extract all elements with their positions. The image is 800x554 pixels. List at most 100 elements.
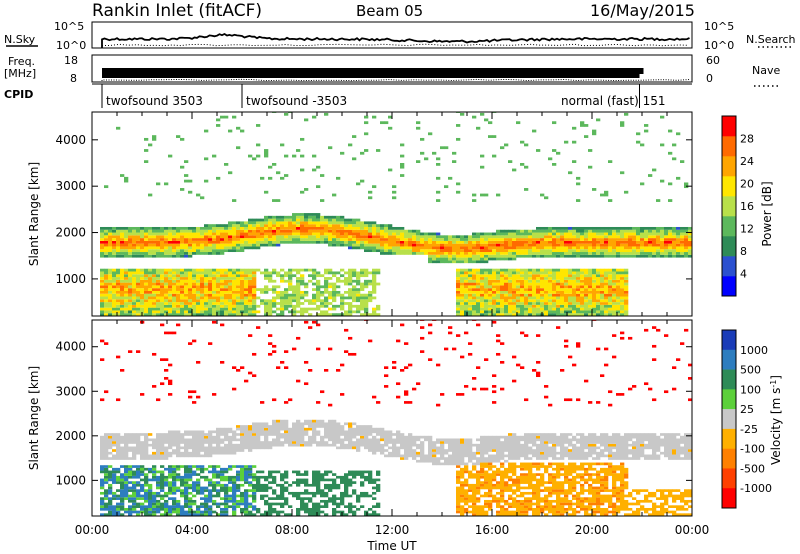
power-cell <box>344 277 349 286</box>
power-cell <box>352 157 357 161</box>
power-cell <box>156 249 161 253</box>
velocity-colorbar-swatch <box>722 488 736 509</box>
power-cell <box>136 226 141 233</box>
power-cell <box>512 302 517 305</box>
power-cell <box>136 285 141 289</box>
power-cell <box>492 235 497 239</box>
power-cell <box>368 279 373 283</box>
power-cell <box>316 226 321 230</box>
power-cell <box>612 302 617 305</box>
velocity-cell <box>544 385 549 388</box>
power-cell <box>596 254 601 258</box>
velocity-cell <box>364 425 369 450</box>
power-cell <box>256 232 261 239</box>
velocity-cell <box>236 505 241 508</box>
power-cell <box>520 285 525 289</box>
velocity-cell <box>108 457 113 460</box>
power-cell <box>472 296 477 300</box>
power-cell <box>140 238 145 244</box>
power-cell <box>196 313 201 316</box>
velocity-cell <box>360 425 365 436</box>
power-cell <box>380 249 385 253</box>
velocity-cell <box>268 352 273 356</box>
power-cell <box>252 224 257 227</box>
velocity-cell <box>276 483 281 487</box>
power-cell <box>208 279 213 283</box>
power-cell <box>504 293 509 297</box>
power-cell <box>572 271 577 275</box>
power-cell <box>536 307 541 314</box>
power-cell <box>192 293 197 303</box>
power-cell <box>320 299 325 303</box>
power-cell <box>384 252 389 255</box>
power-cell <box>556 304 561 308</box>
velocity-cell <box>688 489 693 498</box>
power-cell <box>156 282 161 286</box>
power-cell <box>516 288 521 291</box>
velocity-cell <box>292 481 297 484</box>
velocity-cell <box>260 475 265 479</box>
power-cell <box>648 226 653 230</box>
power-cell <box>544 235 549 239</box>
velocity-cell <box>524 499 529 503</box>
velocity-cell <box>672 489 677 492</box>
power-cell <box>248 235 253 239</box>
power-cell <box>148 268 153 272</box>
power-cell <box>228 313 233 316</box>
velocity-cell <box>544 465 549 474</box>
velocity-cell <box>592 467 597 471</box>
power-cell <box>464 302 469 305</box>
power-cell <box>516 238 521 241</box>
velocity-cell <box>120 369 125 372</box>
power-cell <box>592 268 597 275</box>
power-cell <box>340 274 345 278</box>
velocity-cell <box>116 355 121 359</box>
velocity-cell <box>600 449 605 458</box>
velocity-cell <box>196 360 201 364</box>
power-cell <box>204 252 209 255</box>
velocity-cell <box>320 473 325 482</box>
power-cell <box>456 296 461 300</box>
freq-tick-bottom: 8 <box>70 72 77 85</box>
power-cell <box>588 268 593 278</box>
power-cell <box>180 232 185 236</box>
velocity-cell <box>532 494 537 500</box>
velocity-cell <box>296 491 301 500</box>
power-colorbar-swatch <box>722 256 736 277</box>
velocity-cell <box>548 446 553 458</box>
power-cell <box>316 271 321 275</box>
power-cell <box>552 293 557 297</box>
power-cell <box>128 299 133 303</box>
power-cell <box>456 260 461 264</box>
power-cell <box>312 115 317 119</box>
velocity-cell <box>264 494 269 498</box>
power-cell <box>540 249 545 255</box>
velocity-cell <box>460 481 465 484</box>
power-cell <box>504 290 509 294</box>
power-cell <box>472 199 477 202</box>
power-cell <box>300 213 305 216</box>
velocity-cell <box>200 513 205 516</box>
power-cell <box>500 285 505 291</box>
power-cell <box>248 299 253 303</box>
power-cell <box>500 271 505 275</box>
power-cell <box>652 246 657 253</box>
power-cell <box>324 218 329 222</box>
velocity-cell <box>272 438 277 447</box>
power-cell <box>544 240 549 247</box>
velocity-cell <box>532 369 537 372</box>
velocity-cell <box>604 363 609 367</box>
power-cell <box>492 304 497 314</box>
velocity-cell <box>132 502 137 506</box>
power-cell <box>444 240 449 244</box>
power-cell <box>332 307 337 311</box>
power-cell <box>676 235 681 239</box>
power-cell <box>148 254 153 258</box>
power-cell <box>496 238 501 241</box>
velocity-cell <box>284 401 289 404</box>
power-cell <box>124 310 129 314</box>
power-cell <box>396 238 401 241</box>
velocity-cell <box>612 443 617 447</box>
power-cell <box>468 288 473 291</box>
power-cell <box>128 235 133 239</box>
